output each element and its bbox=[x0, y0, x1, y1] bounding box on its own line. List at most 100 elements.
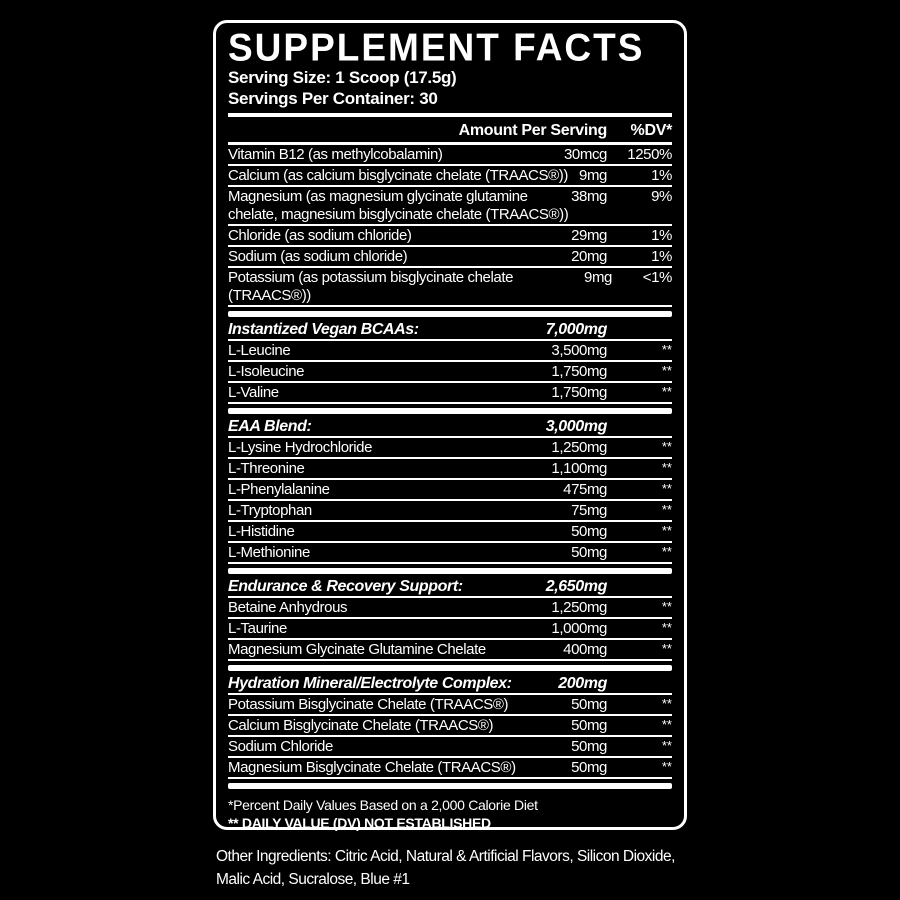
nutrient-dv: ** bbox=[661, 342, 672, 357]
nutrient-row: Magnesium (as magnesium glycinate glutam… bbox=[228, 187, 672, 226]
nutrient-dv: ** bbox=[661, 544, 672, 559]
nutrient-name: L-Tryptophan bbox=[228, 502, 312, 519]
nutrient-amount: 50mg bbox=[571, 523, 607, 540]
nutrient-amount: 9mg bbox=[584, 269, 612, 286]
nutrient-row: L-Methionine 50mg ** bbox=[228, 543, 672, 564]
section-divider bbox=[228, 665, 672, 671]
nutrient-dv: ** bbox=[661, 502, 672, 517]
nutrient-dv: ** bbox=[661, 523, 672, 538]
nutrient-name: L-Leucine bbox=[228, 342, 291, 359]
section-header-row: Endurance & Recovery Support: 2,650mg bbox=[228, 577, 672, 598]
nutrient-row: Calcium (as calcium bisglycinate chelate… bbox=[228, 166, 672, 187]
nutrient-row: L-Valine 1,750mg ** bbox=[228, 383, 672, 404]
nutrient-dv: ** bbox=[661, 759, 672, 774]
nutrient-row: Potassium Bisglycinate Chelate (TRAACS®)… bbox=[228, 695, 672, 716]
nutrient-amount: 1,750mg bbox=[551, 384, 607, 401]
nutrient-row: L-Threonine 1,100mg ** bbox=[228, 459, 672, 480]
footnote-not-established: ** DAILY VALUE (DV) NOT ESTABLISHED bbox=[228, 815, 491, 831]
nutrient-dv: ** bbox=[661, 620, 672, 635]
section-amount: 3,000mg bbox=[545, 418, 608, 435]
nutrient-amount: 30mcg bbox=[563, 146, 607, 163]
nutrient-row: L-Lysine Hydrochloride 1,250mg ** bbox=[228, 438, 672, 459]
nutrient-row: Chloride (as sodium chloride) 29mg 1% bbox=[228, 226, 672, 247]
nutrient-amount: 50mg bbox=[571, 696, 607, 713]
nutrient-amount: 29mg bbox=[571, 227, 607, 244]
nutrient-amount: 20mg bbox=[571, 248, 607, 265]
nutrient-amount: 400mg bbox=[563, 641, 607, 658]
section-amount: 200mg bbox=[558, 675, 607, 692]
nutrient-name: Magnesium Glycinate Glutamine Chelate bbox=[228, 641, 486, 658]
nutrient-name: L-Methionine bbox=[228, 544, 310, 561]
nutrient-amount: 50mg bbox=[571, 759, 607, 776]
section-header-row: Hydration Mineral/Electrolyte Complex: 20… bbox=[228, 674, 672, 695]
nutrient-name: L-Lysine Hydrochloride bbox=[228, 439, 373, 456]
nutrient-amount: 475mg bbox=[563, 481, 607, 498]
section-divider bbox=[228, 568, 672, 574]
nutrient-amount: 1,250mg bbox=[551, 599, 607, 616]
section-header-row: Instantized Vegan BCAAs: 7,000mg bbox=[228, 320, 672, 341]
nutrient-row: L-Tryptophan 75mg ** bbox=[228, 501, 672, 522]
nutrient-amount: 75mg bbox=[571, 502, 607, 519]
nutrient-name: Betaine Anhydrous bbox=[228, 599, 348, 616]
nutrient-row: L-Histidine 50mg ** bbox=[228, 522, 672, 543]
section-name: Endurance & Recovery Support: bbox=[228, 578, 463, 595]
dv-column-header: %DV* bbox=[630, 122, 673, 139]
footnote-divider bbox=[228, 783, 672, 789]
nutrient-row: Magnesium Bisglycinate Chelate (TRAACS®)… bbox=[228, 758, 672, 779]
nutrient-dv: ** bbox=[661, 363, 672, 378]
nutrient-amount: 38mg bbox=[571, 188, 607, 205]
nutrient-name: Calcium Bisglycinate Chelate (TRAACS®) bbox=[228, 717, 494, 734]
section-divider bbox=[228, 311, 672, 317]
nutrient-name: L-Threonine bbox=[228, 460, 305, 477]
nutrient-name: L-Histidine bbox=[228, 523, 295, 540]
nutrient-name: Potassium (as potassium bisglycinate che… bbox=[228, 269, 514, 304]
nutrient-row: Calcium Bisglycinate Chelate (TRAACS®) 50… bbox=[228, 716, 672, 737]
nutrient-name: Magnesium (as magnesium glycinate glutam… bbox=[228, 188, 569, 223]
nutrient-name: Calcium (as calcium bisglycinate chelate… bbox=[228, 167, 568, 184]
nutrient-amount: 1,250mg bbox=[551, 439, 607, 456]
nutrient-dv: 1% bbox=[651, 167, 672, 184]
section-header-row: EAA Blend: 3,000mg bbox=[228, 417, 672, 438]
nutrient-dv: ** bbox=[661, 439, 672, 454]
supplement-facts-panel: SUPPLEMENT FACTS Serving Size: 1 Scoop (… bbox=[213, 20, 687, 832]
nutrient-name: L-Taurine bbox=[228, 620, 287, 637]
nutrient-amount: 50mg bbox=[571, 544, 607, 561]
nutrient-dv: ** bbox=[661, 696, 672, 711]
serving-size: Serving Size: 1 Scoop (17.5g) bbox=[228, 68, 457, 87]
nutrient-dv: ** bbox=[661, 641, 672, 656]
nutrient-row: L-Leucine 3,500mg ** bbox=[228, 341, 672, 362]
nutrient-dv: ** bbox=[661, 460, 672, 475]
nutrient-row: Sodium Chloride 50mg ** bbox=[228, 737, 672, 758]
nutrient-dv: 1% bbox=[651, 248, 672, 265]
nutrient-name: L-Valine bbox=[228, 384, 279, 401]
nutrient-amount: 1,000mg bbox=[551, 620, 607, 637]
section-name: Hydration Mineral/Electrolyte Complex: bbox=[228, 675, 512, 692]
nutrient-name: Potassium Bisglycinate Chelate (TRAACS®) bbox=[228, 696, 509, 713]
column-header-row: Amount Per Serving %DV* bbox=[228, 119, 672, 145]
nutrient-dv: 9% bbox=[651, 188, 672, 205]
nutrient-name: Magnesium Bisglycinate Chelate (TRAACS®) bbox=[228, 759, 516, 776]
nutrient-amount: 50mg bbox=[571, 738, 607, 755]
footnotes: *Percent Daily Values Based on a 2,000 C… bbox=[228, 792, 672, 832]
nutrient-amount: 50mg bbox=[571, 717, 607, 734]
nutrient-amount: 1,750mg bbox=[551, 363, 607, 380]
nutrient-name: Sodium Chloride bbox=[228, 738, 333, 755]
nutrient-row: Potassium (as potassium bisglycinate che… bbox=[228, 268, 672, 307]
nutrient-dv: 1250% bbox=[627, 146, 672, 163]
nutrient-table: Vitamin B12 (as methylcobalamin) 30mcg 125… bbox=[228, 145, 672, 779]
footnote-percent-dv: *Percent Daily Values Based on a 2,000 C… bbox=[228, 797, 538, 813]
amount-column-header: Amount Per Serving bbox=[458, 122, 608, 139]
nutrient-name: L-Phenylalanine bbox=[228, 481, 330, 498]
section-divider bbox=[228, 408, 672, 414]
section-amount: 2,650mg bbox=[545, 578, 608, 595]
other-ingredients: Other Ingredients: Citric Acid, Natural … bbox=[216, 848, 675, 888]
nutrient-name: Sodium (as sodium chloride) bbox=[228, 248, 408, 265]
nutrient-amount: 3,500mg bbox=[551, 342, 607, 359]
nutrient-row: L-Taurine 1,000mg ** bbox=[228, 619, 672, 640]
section-name: Instantized Vegan BCAAs: bbox=[228, 321, 419, 338]
nutrient-dv: ** bbox=[661, 481, 672, 496]
nutrient-name: L-Isoleucine bbox=[228, 363, 305, 380]
section-name: EAA Blend: bbox=[228, 418, 312, 435]
nutrient-row: Magnesium Glycinate Glutamine Chelate 400… bbox=[228, 640, 672, 661]
nutrient-row: Betaine Anhydrous 1,250mg ** bbox=[228, 598, 672, 619]
